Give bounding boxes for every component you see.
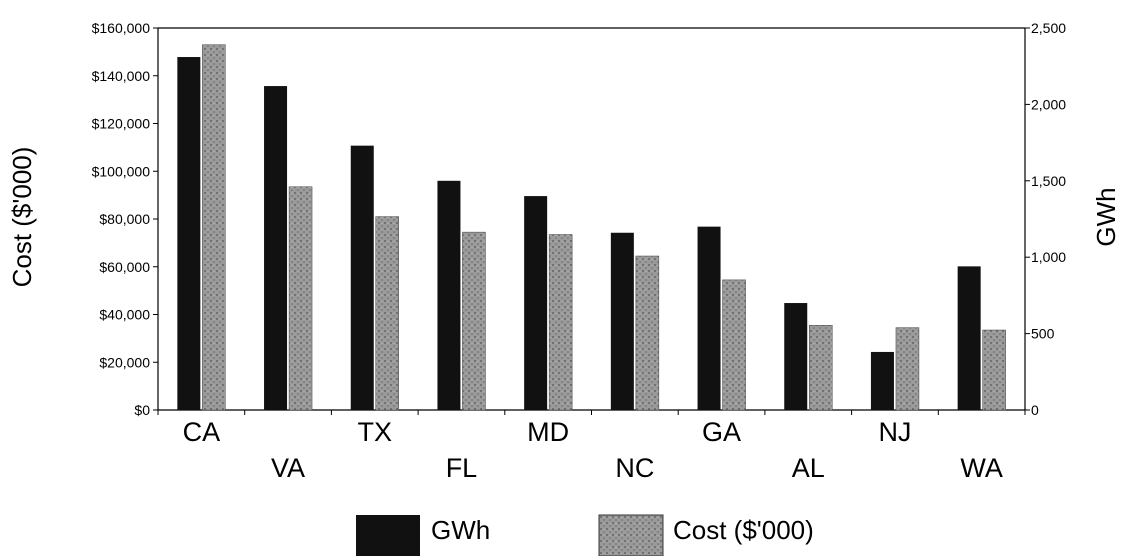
x-tick-label-nc: NC	[615, 453, 654, 483]
y-tick-label: $160,000	[92, 20, 151, 36]
legend-swatch-gwh	[356, 515, 420, 556]
legend-label-cost: Cost ($'000)	[673, 515, 814, 545]
bar-cost-nj	[895, 327, 920, 411]
x-tick-label-md: MD	[527, 417, 569, 447]
x-tick-label-va: VA	[271, 453, 305, 483]
bar-cost-va	[288, 186, 313, 411]
y-tick-label: $120,000	[92, 116, 151, 132]
y-tick-label: $0	[134, 402, 150, 418]
y2-tick-label: 2,000	[1031, 96, 1066, 112]
y-tick-label: $60,000	[99, 259, 150, 275]
bar-cost-ca	[202, 44, 226, 411]
y2-tick-label: 0	[1031, 402, 1039, 418]
y-axis-title: Cost ($'000)	[7, 147, 37, 288]
y2-tick-label: 1,000	[1031, 249, 1066, 265]
x-tick-label-ga: GA	[702, 417, 741, 447]
bar-gwh-ca	[177, 57, 201, 410]
bar-gwh-fl	[437, 180, 461, 410]
y-tick-label: $140,000	[92, 68, 151, 84]
x-tick-label-nj: NJ	[878, 417, 911, 447]
y-tick-label: $80,000	[99, 211, 150, 227]
bar-cost-wa	[982, 329, 1006, 411]
legend-label-gwh: GWh	[431, 515, 490, 545]
y-tick-label: $100,000	[92, 163, 151, 179]
y2-tick-label: 2,500	[1031, 20, 1066, 36]
plot-area: $0 $20,000 $40,000 $60,000 $80,000 $100,000 $1…	[92, 20, 1067, 483]
legend: GWh Cost ($'000)	[356, 514, 814, 556]
y-tick-label: $20,000	[99, 354, 150, 370]
bar-gwh-tx	[350, 145, 374, 410]
bar-gwh-al	[784, 303, 808, 410]
bar-gwh-wa	[957, 266, 981, 410]
bar-gwh-va	[264, 86, 288, 411]
y2-tick-label: 1,500	[1031, 173, 1066, 189]
bar-cost-fl	[462, 231, 486, 411]
y2-tick-label: 500	[1031, 326, 1055, 342]
x-tick-label-tx: TX	[357, 417, 392, 447]
secondary-y-axis-title: GWh	[1091, 187, 1121, 246]
bar-cost-nc	[635, 255, 660, 411]
x-tick-label-fl: FL	[446, 453, 478, 483]
legend-swatch-cost	[598, 514, 664, 556]
x-tick-label-ca: CA	[183, 417, 221, 447]
bar-cost-al	[809, 324, 833, 411]
bar-cost-tx	[375, 216, 399, 411]
x-tick-label-al: AL	[792, 453, 825, 483]
bar-cost-ga	[722, 279, 746, 411]
bar-gwh-ga	[697, 226, 721, 410]
bar-gwh-nc	[610, 232, 634, 410]
x-tick-label-wa: WA	[960, 453, 1003, 483]
bar-cost-md	[548, 234, 573, 411]
y-tick-label: $40,000	[99, 307, 150, 323]
bar-gwh-nj	[870, 351, 894, 410]
bar-gwh-md	[524, 196, 548, 410]
